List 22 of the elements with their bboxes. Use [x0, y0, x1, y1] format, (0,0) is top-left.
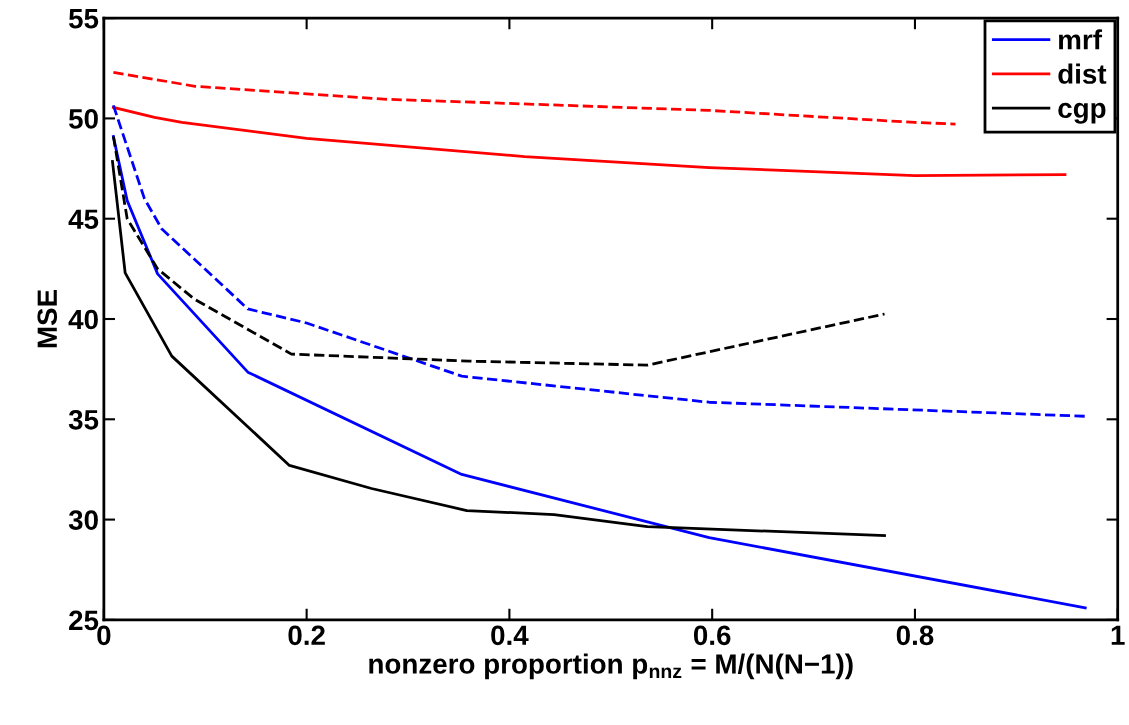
- x-tick-label: 0: [97, 625, 111, 646]
- line-series: [112, 135, 886, 367]
- y-tick-label: 30: [68, 510, 98, 530]
- x-tick-label: 0.2: [288, 625, 325, 646]
- y-tick-label: 45: [68, 209, 99, 230]
- y-tick-label: 25: [69, 610, 99, 631]
- y-axis-title: MSE: [37, 289, 58, 348]
- line-series: [112, 70, 957, 126]
- y-tick-label: 55: [68, 9, 99, 29]
- y-tick-label: 40: [68, 309, 98, 330]
- legend-label: dist: [1058, 63, 1107, 84]
- legend-label: mrf: [1059, 29, 1103, 50]
- y-tick-label: 35: [68, 409, 99, 430]
- x-tick-label: 0.4: [491, 625, 529, 646]
- line-series: [111, 160, 886, 538]
- x-tick-label: 1: [1111, 625, 1125, 645]
- x-axis-title: nonzero proportion p$_{nnz}$ = M/(N(N−1)): [369, 653, 853, 680]
- x-tick-label: 0.8: [896, 625, 934, 646]
- y-tick-label: 50: [68, 109, 98, 129]
- x-tick-label: 0.6: [693, 625, 731, 646]
- legend-label: cgp: [1058, 102, 1106, 124]
- line-series: [112, 135, 1087, 610]
